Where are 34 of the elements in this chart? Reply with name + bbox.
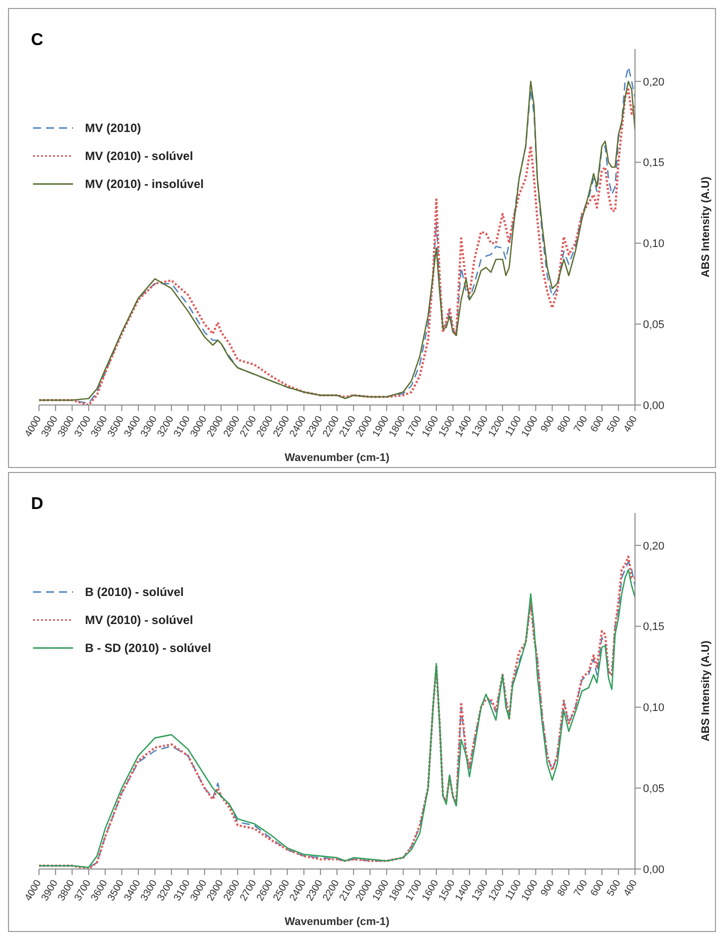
- x-tick-label: 800: [556, 878, 574, 898]
- x-tick-label: 700: [572, 878, 590, 898]
- y-tick-label: 0,00: [643, 400, 664, 412]
- x-tick-label: 700: [572, 414, 590, 434]
- x-axis-title: Wavenumber (cm-1): [284, 916, 390, 928]
- x-tick-label: 900: [539, 878, 558, 898]
- x-tick-label: 500: [605, 414, 624, 434]
- x-tick-label: 400: [622, 878, 640, 898]
- chart-title: D: [31, 494, 44, 513]
- x-tick-label: 600: [588, 878, 607, 898]
- legend-label: MV (2010) - insolúvel: [85, 177, 204, 191]
- y-tick-label: 0,15: [643, 621, 664, 634]
- x-tick-label: 400: [622, 414, 640, 434]
- legend-label: MV (2010) - solúvel: [85, 613, 194, 627]
- x-tick-label: 900: [539, 414, 558, 434]
- y-tick-label: 0,05: [643, 782, 664, 795]
- chart-title: C: [31, 30, 44, 49]
- y-tick-label: 0,10: [643, 238, 664, 250]
- x-tick-label: 500: [605, 878, 624, 898]
- legend-label: MV (2010) - solúvel: [85, 149, 194, 163]
- y-tick-label: 0,05: [643, 318, 664, 331]
- legend-label: MV (2010): [85, 121, 142, 135]
- legend-label: B - SD (2010) - solúvel: [85, 641, 212, 655]
- x-tick-label: 600: [588, 414, 607, 434]
- y-tick-label: 0,15: [643, 157, 664, 170]
- x-axis-title: Wavenumber (cm-1): [284, 452, 390, 464]
- y-tick-label: 0,20: [643, 540, 664, 552]
- y-tick-label: 0,20: [643, 76, 664, 88]
- y-tick-label: 0,10: [643, 702, 664, 714]
- legend-label: B (2010) - solúvel: [85, 585, 184, 599]
- y-axis-title: ABS Intensity (A.U): [700, 640, 712, 742]
- x-tick-label: 800: [556, 414, 574, 434]
- y-tick-label: 0,00: [643, 864, 664, 876]
- y-axis-title: ABS Intensity (A.U): [700, 176, 712, 278]
